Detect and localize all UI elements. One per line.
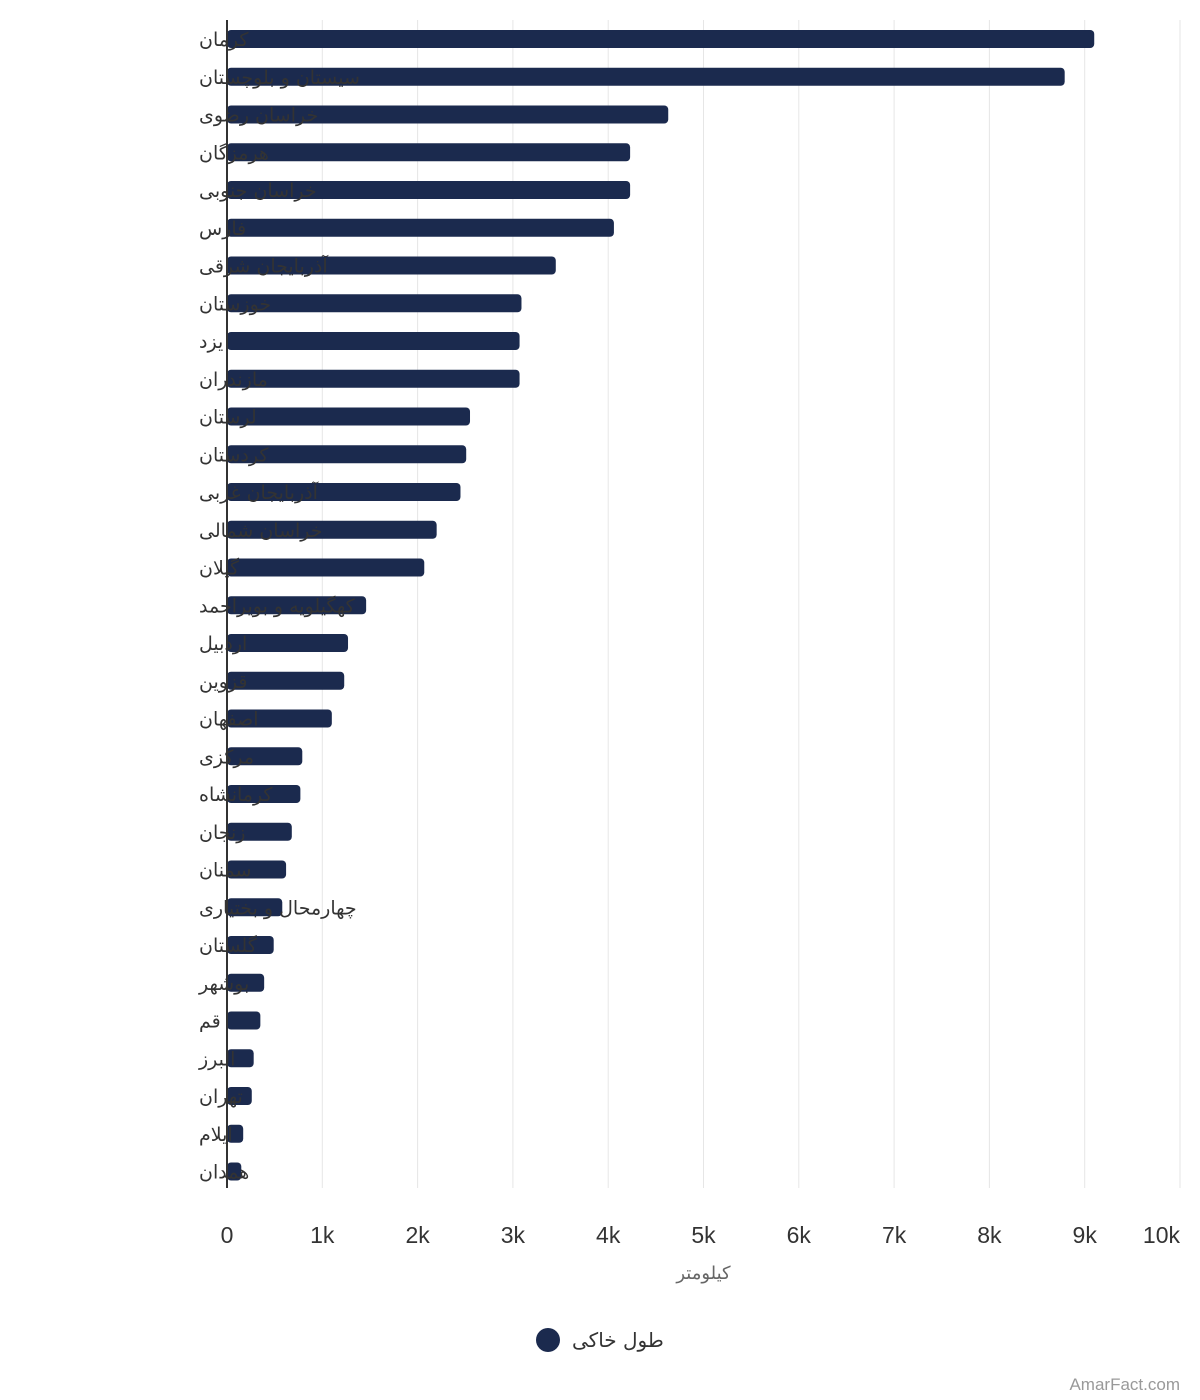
x-tick-label: 5k [691,1222,716,1248]
bar[interactable] [227,671,345,690]
category-labels: کرمان سیستان و بلوچستان خراسان رضوی هرمزگان… [198,29,360,1184]
category-label: فارس [199,218,246,240]
x-tick-label: 1k [310,1222,335,1248]
x-tick-label: 3k [501,1222,526,1248]
x-tick-label: 10k [1143,1222,1181,1248]
category-label: خراسان رضوی [199,105,318,127]
category-label: بوشهر [198,973,249,995]
category-label: اردبیل [199,633,247,655]
x-tick-label: 7k [882,1222,907,1248]
bar[interactable] [227,181,631,199]
category-label: اصفهان [199,709,259,731]
category-label: کرمانشاه [199,784,273,806]
bar[interactable] [227,30,1095,48]
category-label: همدان [199,1162,249,1184]
bar[interactable] [227,143,631,162]
bar[interactable] [227,407,471,426]
bar[interactable] [227,634,349,652]
legend[interactable]: طول خاکی [536,1328,664,1352]
bar[interactable] [227,256,556,275]
x-tick-label: 2k [405,1222,430,1248]
category-label: چهارمحال و بختیاری [199,897,357,919]
category-label: گیلان [199,557,240,580]
bar[interactable] [227,294,522,313]
category-label: خراسان جنوبی [199,180,317,202]
bar[interactable] [227,973,265,992]
x-axis-tick-labels: 0 1k 2k 3k 4k 5k 6k 7k 8k 9k 10k [221,1222,1181,1248]
bar[interactable] [227,445,467,464]
category-label: کردستان [199,444,269,466]
bar[interactable] [227,520,437,539]
category-label: کرمان [199,29,249,51]
bar[interactable] [227,1011,261,1030]
x-tick-label: 4k [596,1222,621,1248]
category-label: آذربایجان شرقی [199,254,328,278]
bar[interactable] [227,67,1065,86]
category-label: سمنان [199,860,251,882]
category-label: سیستان و بلوچستان [199,67,360,89]
bar[interactable] [227,369,520,388]
category-label: قزوین [199,671,248,693]
category-label: خراسان شمالی [199,520,323,542]
x-axis-title: کیلومتر [675,1263,731,1284]
bar[interactable] [227,936,274,954]
x-tick-label: 9k [1073,1222,1098,1248]
bar[interactable] [227,860,287,879]
category-label: تهران [199,1086,243,1108]
category-label: هرمزگان [199,141,269,164]
legend-label: طول خاکی [572,1328,664,1352]
x-tick-label: 8k [977,1222,1002,1248]
bar[interactable] [227,898,283,917]
bar[interactable] [227,483,461,501]
bar[interactable] [227,709,332,728]
category-label: یزد [199,331,223,353]
bar[interactable] [227,1162,242,1181]
bar[interactable] [227,558,425,577]
bar[interactable] [227,105,669,124]
bar[interactable] [227,1124,244,1143]
grid-lines [321,20,1181,1188]
category-label: گلستان [199,934,258,957]
x-tick-label: 6k [787,1222,812,1248]
category-label: قم [199,1011,221,1033]
bars [227,30,1095,1181]
category-label: خوزستان [199,293,271,315]
bar[interactable] [227,822,292,841]
x-tick-label: 0 [221,1222,234,1248]
bar[interactable] [227,1049,254,1068]
category-label: زنجان [199,822,245,844]
bar[interactable] [227,218,614,237]
category-label: مازندران [199,369,268,391]
legend-marker [536,1328,560,1352]
bar[interactable] [227,332,520,350]
credit-text[interactable]: AmarFact.com [1069,1375,1180,1394]
category-label: البرز [198,1048,235,1070]
category-label: کهگیلویه و بویراحمد [199,594,356,617]
bar[interactable] [227,596,367,615]
category-label: ایلام [199,1124,233,1146]
category-label: آذربایجان غربی [199,480,319,504]
bar[interactable] [227,1087,252,1105]
bar[interactable] [227,747,303,766]
bar[interactable] [227,785,301,803]
